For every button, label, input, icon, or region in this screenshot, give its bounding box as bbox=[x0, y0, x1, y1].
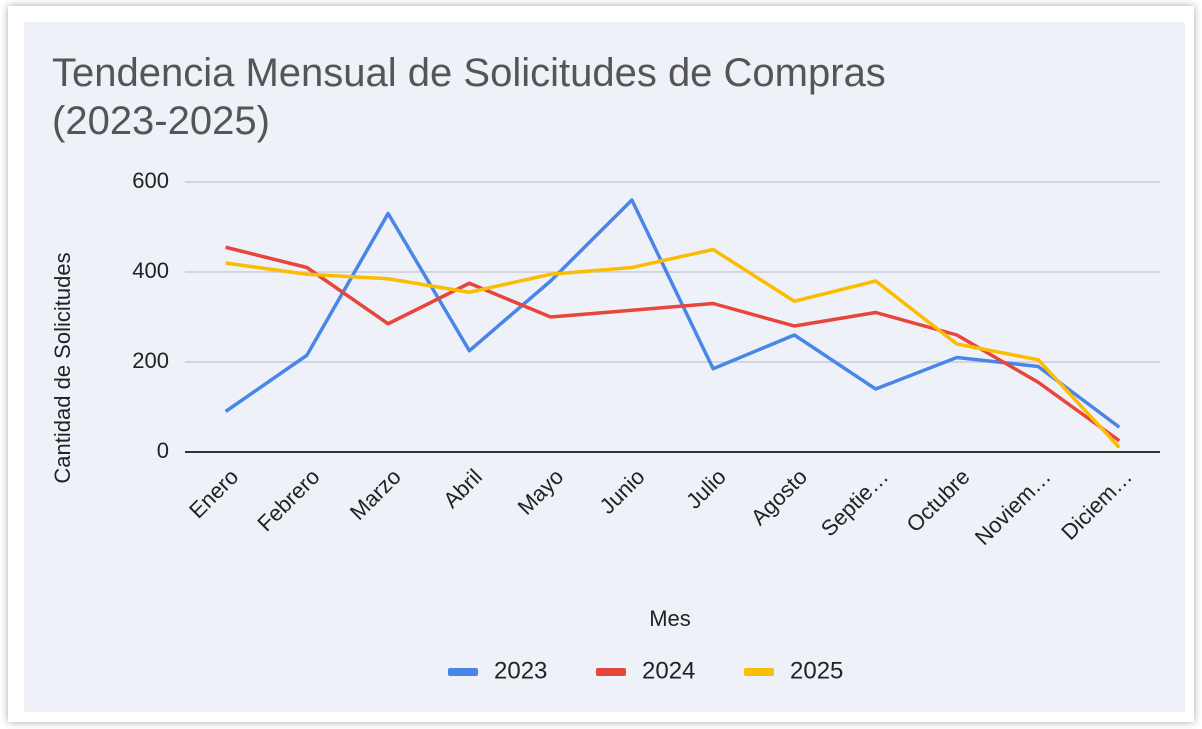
legend-swatch bbox=[744, 668, 774, 676]
legend-swatch bbox=[596, 668, 626, 676]
line-series bbox=[225, 247, 1121, 449]
x-axis-label: Mes bbox=[649, 606, 691, 631]
y-tick-label: 600 bbox=[132, 168, 169, 193]
legend-swatch bbox=[448, 668, 478, 676]
line-series bbox=[225, 245, 1121, 443]
y-tick-label: 0 bbox=[157, 438, 169, 463]
chart-title: (2023-2025) bbox=[52, 99, 270, 143]
legend-label: 2024 bbox=[642, 657, 695, 684]
legend-label: 2023 bbox=[494, 657, 547, 684]
line-series bbox=[224, 198, 1121, 429]
y-tick-label: 200 bbox=[132, 348, 169, 373]
chart-title: Tendencia Mensual de Solicitudes de Comp… bbox=[52, 51, 886, 95]
y-axis-label: Cantidad de Solicitudes bbox=[50, 252, 75, 483]
panel bbox=[24, 22, 1185, 712]
y-tick-label: 400 bbox=[132, 258, 169, 283]
legend-label: 2025 bbox=[790, 657, 843, 684]
